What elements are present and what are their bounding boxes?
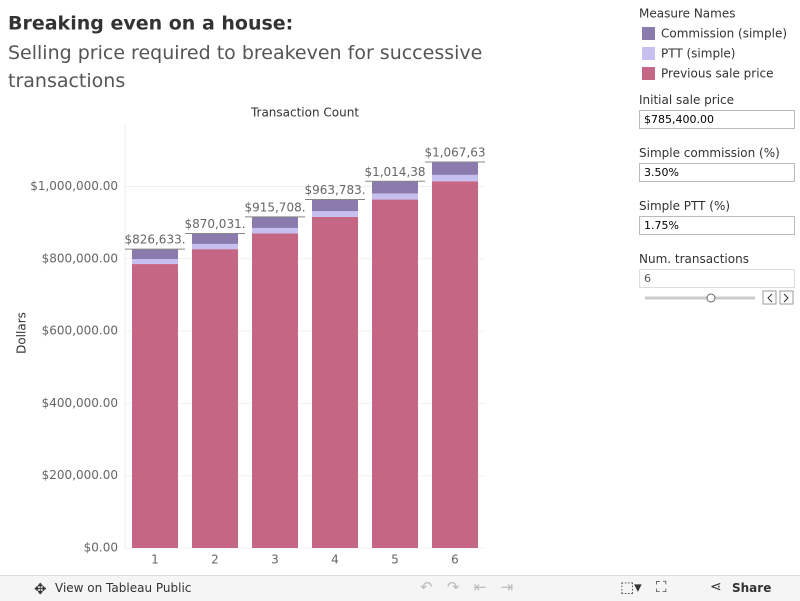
legend-label: PTT (simple) bbox=[661, 47, 735, 61]
y-tick-label: $600,000.00 bbox=[42, 324, 118, 338]
parameter: Simple PTT (%) 1.75% bbox=[639, 199, 795, 235]
slider[interactable] bbox=[639, 288, 799, 308]
x-tick-label: 4 bbox=[331, 553, 339, 567]
x-tick-label: 1 bbox=[151, 553, 159, 567]
bar-segment bbox=[192, 233, 238, 244]
bar-segment bbox=[432, 181, 478, 548]
x-tick-label: 2 bbox=[211, 553, 219, 567]
bar-segment bbox=[132, 264, 178, 548]
x-tick-label: 3 bbox=[271, 553, 279, 567]
bar-segment bbox=[312, 199, 358, 212]
bar-segment bbox=[252, 216, 298, 228]
legend-swatch bbox=[642, 47, 655, 60]
legend-title: Measure Names bbox=[639, 7, 735, 21]
bar-segment bbox=[252, 233, 298, 548]
bar-segment bbox=[252, 227, 298, 234]
y-tick-label: $0.00 bbox=[84, 541, 118, 555]
tableau-icon: ✥ bbox=[34, 580, 47, 598]
parameter-input[interactable]: 3.50% bbox=[639, 163, 795, 182]
total-label: $826,633. bbox=[124, 233, 185, 247]
total-label: $963,783. bbox=[304, 183, 365, 197]
legend: Measure Names Commission (simple) PTT (si… bbox=[639, 7, 787, 81]
parameter: Num. transactions 6 bbox=[639, 252, 795, 288]
total-label: $915,708. bbox=[244, 200, 305, 214]
bar-segment bbox=[192, 243, 238, 250]
legend-swatch bbox=[642, 27, 655, 40]
y-tick-label: $1,000,000.00 bbox=[30, 179, 118, 193]
parameter: Simple commission (%) 3.50% bbox=[639, 146, 795, 182]
download[interactable]: ⬚▾ ⛶ bbox=[620, 578, 667, 596]
parameter-input[interactable]: 1.75% bbox=[639, 216, 795, 235]
y-tick-label: $200,000.00 bbox=[42, 468, 118, 482]
toolbar: ✥ View on Tableau Public ↶ ↷ ⇤ ⇥ ⬚▾ ⛶ ⋖ … bbox=[0, 575, 800, 601]
legend-label: Previous sale price bbox=[661, 67, 774, 81]
parameter-input[interactable]: $785,400.00 bbox=[639, 110, 795, 129]
chart-title: Breaking even on a house: bbox=[8, 13, 293, 35]
x-tick-label: 5 bbox=[391, 553, 399, 567]
parameter-label: Simple commission (%) bbox=[639, 146, 780, 160]
parameter-label: Num. transactions bbox=[639, 252, 749, 266]
bar-segment bbox=[132, 259, 178, 265]
bar-segment bbox=[132, 249, 178, 260]
bar-segment bbox=[432, 162, 478, 175]
bar-segment bbox=[432, 174, 478, 182]
parameter: Initial sale price $785,400.00 bbox=[639, 93, 795, 129]
parameter-input[interactable]: 6 bbox=[639, 269, 795, 288]
share-button[interactable]: Share bbox=[732, 581, 772, 595]
view-link[interactable]: View on Tableau Public bbox=[55, 581, 192, 595]
chart-subtitle: Selling price required to breakeven for … bbox=[8, 42, 482, 92]
bar-segment bbox=[312, 216, 358, 548]
bar-segment bbox=[372, 193, 418, 200]
share-icon: ⋖ bbox=[710, 579, 722, 595]
legend-label: Commission (simple) bbox=[661, 27, 787, 41]
y-tick-label: $400,000.00 bbox=[42, 396, 118, 410]
undo-redo[interactable]: ↶ ↷ ⇤ ⇥ bbox=[420, 578, 514, 596]
parameter-label: Simple PTT (%) bbox=[639, 199, 731, 213]
total-label: $1,067,63 bbox=[424, 146, 485, 160]
y-axis-title: Dollars bbox=[15, 312, 29, 354]
x-axis-title: Transaction Count bbox=[250, 106, 359, 120]
bar-segment bbox=[192, 249, 238, 548]
chart: Breaking even on a house: Selling price … bbox=[8, 13, 486, 567]
x-tick-label: 6 bbox=[451, 553, 459, 567]
total-label: $1,014,38 bbox=[364, 165, 425, 179]
total-label: $870,031. bbox=[184, 217, 245, 231]
y-tick-label: $800,000.00 bbox=[42, 251, 118, 265]
bar-segment bbox=[372, 181, 418, 194]
legend-swatch bbox=[642, 67, 655, 80]
parameter-label: Initial sale price bbox=[639, 93, 735, 107]
bar-segment bbox=[372, 199, 418, 548]
bar-segment bbox=[312, 211, 358, 217]
